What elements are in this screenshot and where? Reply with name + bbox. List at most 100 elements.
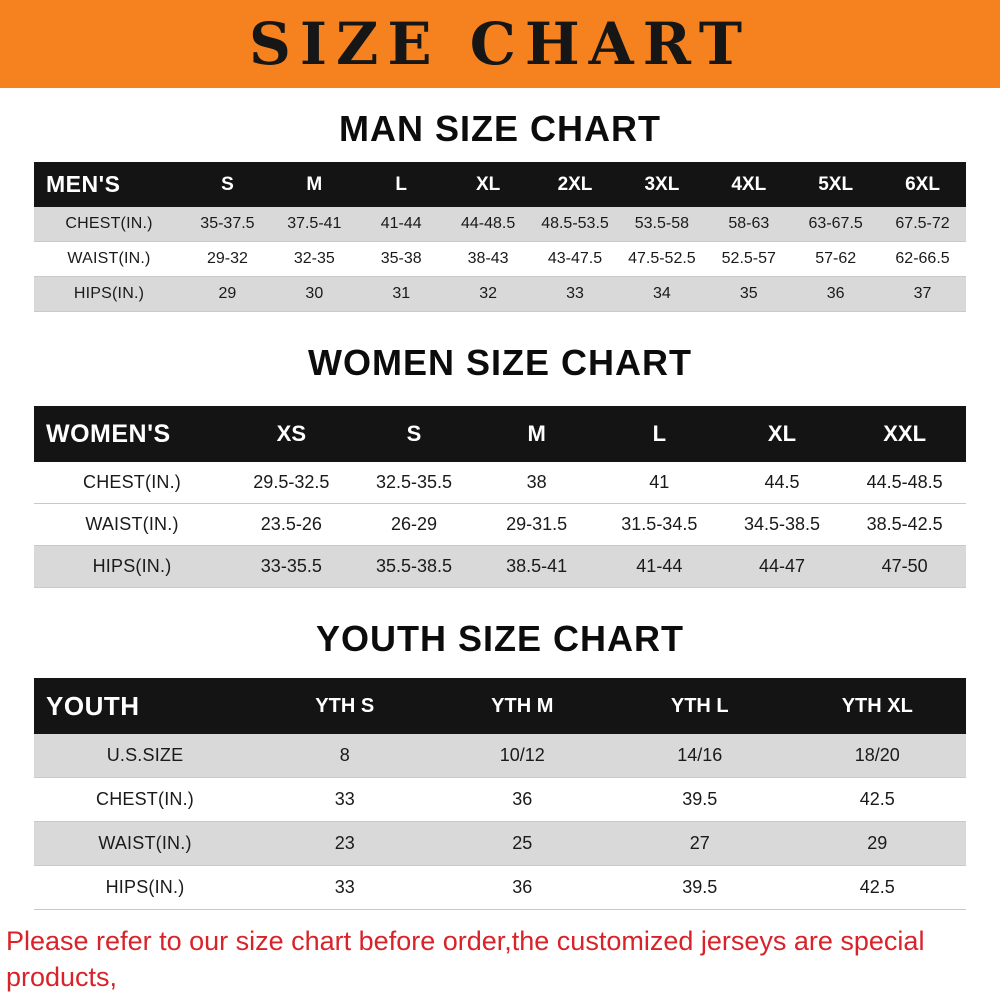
cell-value: 8 (339, 745, 350, 765)
cell-value: 25 (512, 833, 533, 853)
cell-value: 32.5-35.5 (375, 472, 453, 492)
cell-value: 36 (512, 789, 533, 809)
women-header-label: WOMEN'S (46, 419, 171, 448)
cell-value: 58-63 (728, 215, 770, 232)
footer-notice: Please refer to our size chart before or… (0, 924, 1000, 1000)
cell-value: 62-66.5 (895, 250, 950, 267)
cell-value: 37 (913, 285, 932, 302)
youth-size-col: YTH L (670, 694, 729, 717)
row-label: CHEST(IN.) (65, 215, 153, 232)
youth-size-col: YTH S (315, 694, 375, 717)
cell-value: 29-32 (206, 250, 248, 267)
women-section: WOMEN SIZE CHART WOMEN'S XS S M L XL XXL… (0, 342, 1000, 588)
cell-value: 35-38 (380, 250, 422, 267)
cell-value: 26-29 (390, 514, 438, 534)
cell-value: 44.5-48.5 (866, 472, 943, 492)
cell-value: 31 (392, 285, 411, 302)
women-waist-row: WAIST(IN.) 23.5-26 26-29 29-31.5 31.5-34… (34, 504, 966, 546)
women-hips-row: HIPS(IN.) 33-35.5 35.5-38.5 38.5-41 41-4… (34, 546, 966, 588)
cell-value: 38 (526, 472, 547, 492)
cell-value: 41-44 (380, 215, 422, 232)
youth-hips-row: HIPS(IN.) 33 36 39.5 42.5 (34, 866, 966, 910)
row-label: WAIST(IN.) (85, 514, 179, 534)
cell-value: 42.5 (859, 877, 895, 897)
cell-value: 33-35.5 (260, 556, 322, 576)
women-section-title: WOMEN SIZE CHART (308, 342, 692, 383)
cell-value: 52.5-57 (721, 250, 776, 267)
youth-section: YOUTH SIZE CHART YOUTH YTH S YTH M YTH L… (0, 618, 1000, 910)
row-label: WAIST(IN.) (67, 250, 151, 267)
cell-value: 39.5 (682, 877, 718, 897)
cell-value: 29.5-32.5 (253, 472, 330, 492)
cell-value: 47.5-52.5 (628, 250, 696, 267)
cell-value: 18/20 (854, 745, 900, 765)
cell-value: 53.5-58 (634, 215, 690, 232)
cell-value: 33 (566, 285, 584, 302)
men-header-label: MEN'S (46, 171, 121, 197)
cell-value: 44-48.5 (460, 215, 516, 232)
row-label: HIPS(IN.) (105, 877, 185, 897)
banner-title: SIZE CHART (248, 10, 752, 78)
cell-value: 35 (739, 285, 758, 302)
cell-value: 43-47.5 (547, 250, 603, 267)
row-label: HIPS(IN.) (92, 556, 172, 576)
cell-value: 35.5-38.5 (375, 556, 453, 576)
cell-value: 29 (867, 833, 888, 853)
cell-value: 44-47 (758, 556, 806, 576)
youth-ussize-row: U.S.SIZE 8 10/12 14/16 18/20 (34, 734, 966, 778)
notice-line-2: we don't accept cancel, change, teturn o… (6, 995, 994, 1000)
women-size-col: M (527, 421, 546, 446)
men-table-header-row: MEN'S S M L XL 2XL 3XL 4XL 5XL 6XL (34, 162, 966, 207)
cell-value: 34 (652, 285, 671, 302)
men-size-table: MEN'S S M L XL 2XL 3XL 4XL 5XL 6XL CHEST… (34, 162, 966, 312)
cell-value: 67.5-72 (895, 215, 950, 232)
cell-value: 31.5-34.5 (621, 514, 698, 534)
youth-waist-row: WAIST(IN.) 23 25 27 29 (34, 822, 966, 866)
row-label: U.S.SIZE (106, 745, 184, 765)
men-size-col: S (221, 173, 234, 195)
men-size-col: XL (475, 173, 501, 195)
cell-value: 30 (305, 285, 324, 302)
row-label: CHEST(IN.) (96, 789, 194, 809)
youth-size-col: YTH XL (841, 694, 913, 717)
youth-section-title: YOUTH SIZE CHART (315, 618, 684, 659)
cell-value: 29 (218, 285, 237, 302)
cell-value: 32 (479, 285, 497, 302)
cell-value: 38.5-41 (506, 556, 568, 576)
cell-value: 41 (649, 472, 670, 492)
cell-value: 32-35 (293, 250, 335, 267)
cell-value: 14/16 (677, 745, 723, 765)
women-size-col: XXL (883, 421, 927, 446)
cell-value: 10/12 (499, 745, 545, 765)
cell-value: 47-50 (881, 556, 928, 576)
row-label: CHEST(IN.) (83, 472, 181, 492)
men-section-title: MAN SIZE CHART (339, 108, 661, 149)
youth-chest-row: CHEST(IN.) 33 36 39.5 42.5 (34, 778, 966, 822)
men-chest-row: CHEST(IN.) 35-37.5 37.5-41 41-44 44-48.5… (34, 207, 966, 242)
men-waist-row: WAIST(IN.) 29-32 32-35 35-38 38-43 43-47… (34, 242, 966, 277)
cell-value: 41-44 (636, 556, 683, 576)
cell-value: 42.5 (859, 789, 895, 809)
cell-value: 27 (689, 833, 710, 853)
row-label: WAIST(IN.) (98, 833, 192, 853)
women-size-col: XS (276, 421, 306, 446)
women-size-col: L (652, 421, 667, 446)
women-table-header-row: WOMEN'S XS S M L XL XXL (34, 406, 966, 462)
cell-value: 36 (826, 285, 845, 302)
cell-value: 33 (334, 877, 355, 897)
men-size-col: L (395, 173, 408, 195)
banner: SIZE CHART (0, 0, 1000, 88)
men-size-col: 2XL (557, 173, 593, 195)
men-size-col: 3XL (644, 173, 680, 195)
women-size-col: S (406, 421, 422, 446)
notice-line-1: Please refer to our size chart before or… (6, 926, 925, 992)
cell-value: 48.5-53.5 (541, 215, 609, 232)
youth-size-col: YTH M (491, 694, 554, 717)
cell-value: 34.5-38.5 (743, 514, 821, 534)
cell-value: 36 (512, 877, 533, 897)
men-section: MAN SIZE CHART MEN'S S M L XL 2XL 3XL 4X… (0, 108, 1000, 312)
cell-value: 37.5-41 (287, 215, 342, 232)
cell-value: 23.5-26 (260, 514, 322, 534)
youth-header-label: YOUTH (46, 690, 140, 721)
cell-value: 38-43 (467, 250, 509, 267)
